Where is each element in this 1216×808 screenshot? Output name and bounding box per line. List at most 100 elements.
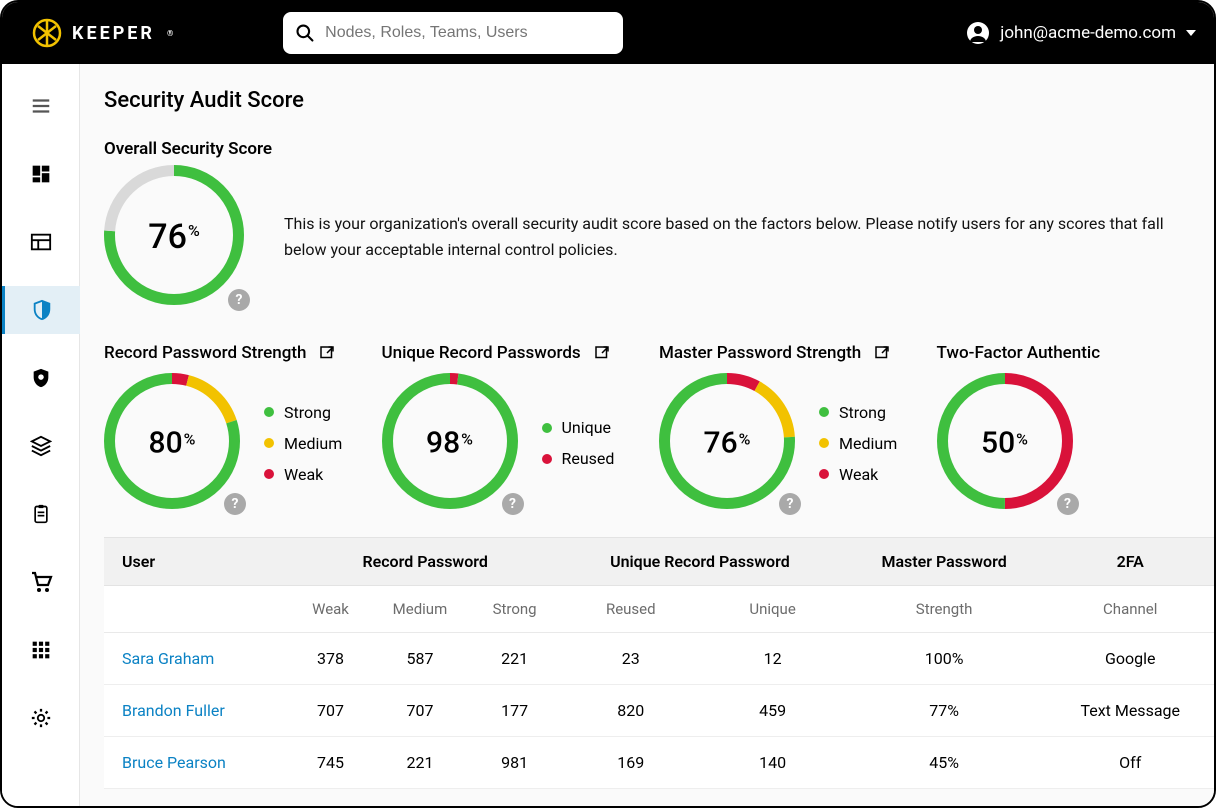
sidebar xyxy=(2,64,80,806)
legend-label: Unique xyxy=(562,418,612,437)
shield-check-icon xyxy=(30,367,52,389)
sidebar-item-settings[interactable] xyxy=(2,694,80,742)
card-gauge: 50% ? xyxy=(937,373,1073,513)
user-icon xyxy=(966,21,990,45)
user-link[interactable]: Bruce Pearson xyxy=(122,753,226,772)
card-value: 98 xyxy=(426,426,460,461)
sidebar-item-billing[interactable] xyxy=(2,558,80,606)
card-value: 80 xyxy=(149,426,183,461)
legend-item: Strong xyxy=(264,403,342,422)
legend-label: Medium xyxy=(839,434,897,453)
popout-icon[interactable] xyxy=(593,344,611,362)
sidebar-item-admin[interactable] xyxy=(2,218,80,266)
help-icon[interactable]: ? xyxy=(779,493,801,515)
score-card: Two-Factor Authentic 50% ? xyxy=(937,343,1215,513)
user-link[interactable]: Sara Graham xyxy=(122,649,214,668)
cell-unique: 12 xyxy=(703,633,841,685)
account-email: john@acme-demo.com xyxy=(1000,23,1176,43)
cell-strength: 77% xyxy=(842,685,1047,737)
sidebar-item-reports[interactable] xyxy=(2,490,80,538)
table-header[interactable]: Master Password xyxy=(842,538,1047,586)
legend-item: Weak xyxy=(264,465,342,484)
legend: Strong Medium Weak xyxy=(264,403,342,484)
cell-weak: 707 xyxy=(292,685,369,737)
sidebar-item-policies[interactable] xyxy=(2,354,80,402)
table-header[interactable]: Record Password xyxy=(292,538,558,586)
score-card: Unique Record Passwords 98% ? UniqueReus… xyxy=(382,343,660,513)
account-menu[interactable]: john@acme-demo.com xyxy=(966,21,1196,45)
main-content: Security Audit Score Overall Security Sc… xyxy=(80,64,1214,806)
legend-dot xyxy=(542,454,552,464)
cell-unique: 459 xyxy=(703,685,841,737)
cell-weak: 745 xyxy=(292,737,369,789)
sidebar-item-nodes[interactable] xyxy=(2,422,80,470)
legend-item: Medium xyxy=(264,434,342,453)
cell-channel: Google xyxy=(1046,633,1214,685)
card-value: 76 xyxy=(704,426,738,461)
cell-strength: 100% xyxy=(842,633,1047,685)
table-row: Bruce Pearson 745 221 981 169 140 45% Of… xyxy=(104,737,1214,789)
table-subheader[interactable]: Reused xyxy=(558,586,703,633)
chevron-down-icon xyxy=(1186,30,1196,36)
topbar: KEEPER® john@acme-demo.com xyxy=(2,2,1214,64)
table-header[interactable]: Unique Record Password xyxy=(558,538,842,586)
sidebar-item-apps[interactable] xyxy=(2,626,80,674)
legend-dot xyxy=(819,469,829,479)
global-search[interactable] xyxy=(283,12,623,54)
legend-label: Strong xyxy=(284,403,331,422)
user-link[interactable]: Brandon Fuller xyxy=(122,701,225,720)
score-card: Master Password Strength 76% ? Strong Med… xyxy=(659,343,937,513)
overall-description: This is your organization's overall secu… xyxy=(284,211,1164,262)
cell-unique: 140 xyxy=(703,737,841,789)
table-subheader[interactable]: Strong xyxy=(471,586,558,633)
legend-label: Weak xyxy=(284,465,323,484)
search-icon xyxy=(295,22,315,44)
dashboard-icon xyxy=(31,164,51,184)
table-header[interactable]: User xyxy=(104,538,292,586)
table-row: Brandon Fuller 707 707 177 820 459 77% T… xyxy=(104,685,1214,737)
help-icon[interactable]: ? xyxy=(224,493,246,515)
table-subheader[interactable]: Channel xyxy=(1046,586,1214,633)
legend-dot xyxy=(542,423,552,433)
table-subheader[interactable]: Medium xyxy=(369,586,471,633)
table-subheader[interactable]: Weak xyxy=(292,586,369,633)
card-title: Record Password Strength xyxy=(104,343,306,363)
layout-icon xyxy=(30,231,52,253)
card-title: Master Password Strength xyxy=(659,343,861,363)
percent-sign: % xyxy=(188,221,200,240)
cell-channel: Off xyxy=(1046,737,1214,789)
card-title: Unique Record Passwords xyxy=(382,343,581,363)
cell-reused: 169 xyxy=(558,737,703,789)
cell-strong: 221 xyxy=(471,633,558,685)
popout-icon[interactable] xyxy=(318,344,336,362)
sidebar-menu-toggle[interactable] xyxy=(2,82,80,130)
legend-dot xyxy=(819,407,829,417)
table-subheader[interactable] xyxy=(104,586,292,633)
card-gauge: 76% ? xyxy=(659,373,795,513)
hamburger-icon xyxy=(30,95,52,117)
sidebar-item-dashboard[interactable] xyxy=(2,150,80,198)
legend-label: Weak xyxy=(839,465,878,484)
legend-dot xyxy=(819,438,829,448)
brand-logo: KEEPER® xyxy=(32,18,173,48)
page-title: Security Audit Score xyxy=(104,88,1214,113)
score-card: Record Password Strength 80% ? StrongMed… xyxy=(104,343,382,513)
help-icon[interactable]: ? xyxy=(1057,493,1079,515)
cart-icon xyxy=(29,570,53,594)
table-header[interactable]: 2FA xyxy=(1046,538,1214,586)
cell-reused: 23 xyxy=(558,633,703,685)
sidebar-item-security-audit[interactable] xyxy=(2,286,80,334)
cell-weak: 378 xyxy=(292,633,369,685)
legend-item: Unique xyxy=(542,418,615,437)
cell-reused: 820 xyxy=(558,685,703,737)
audit-table: UserRecord PasswordUnique Record Passwor… xyxy=(104,537,1214,789)
help-icon[interactable]: ? xyxy=(502,493,524,515)
legend-label: Strong xyxy=(839,403,886,422)
table-subheader[interactable]: Unique xyxy=(703,586,841,633)
popout-icon[interactable] xyxy=(873,344,891,362)
legend-item: Weak xyxy=(819,465,897,484)
table-subheader[interactable]: Strength xyxy=(842,586,1047,633)
help-icon[interactable]: ? xyxy=(228,289,250,311)
search-input[interactable] xyxy=(325,24,611,42)
overall-gauge: 76% ? xyxy=(104,165,244,309)
